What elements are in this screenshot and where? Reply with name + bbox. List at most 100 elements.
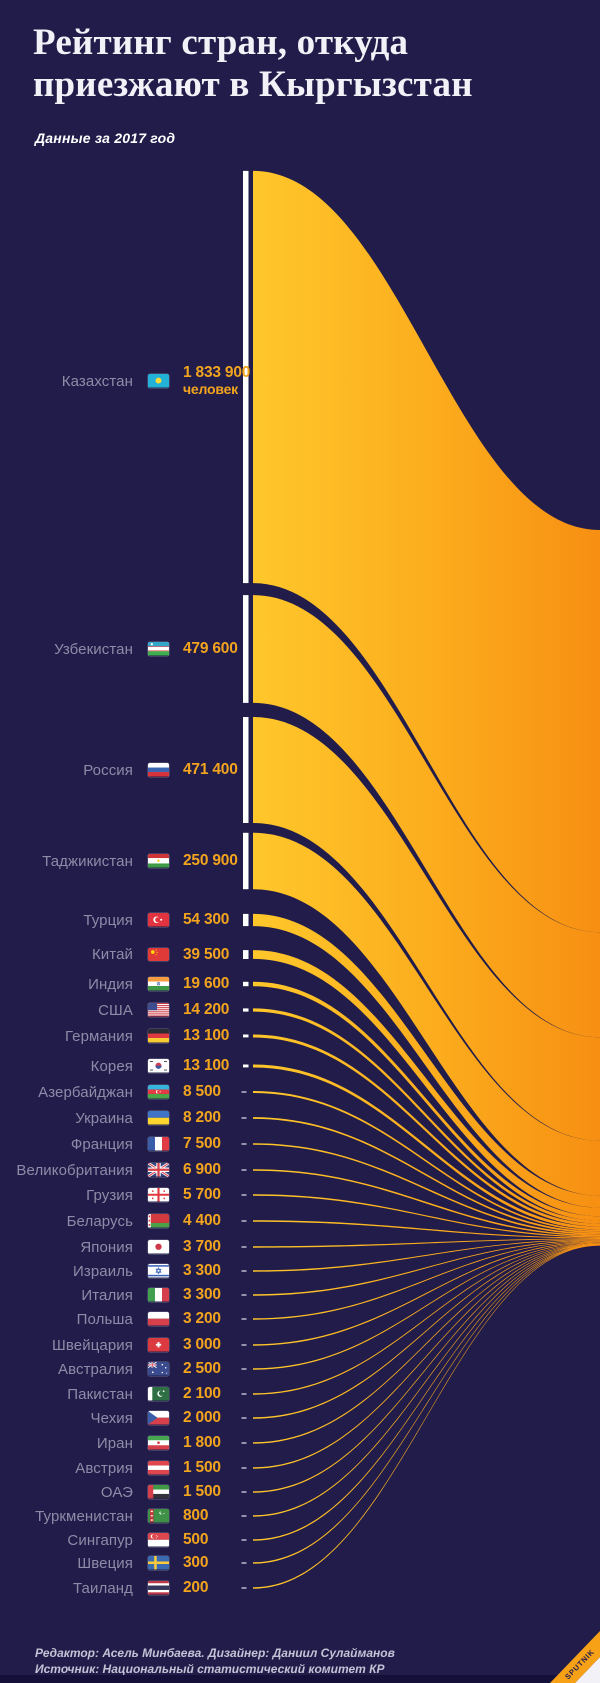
flag-se-icon xyxy=(148,1556,169,1570)
title-line-1: Рейтинг стран, откуда xyxy=(33,22,409,63)
country-row: Туркменистан 800 xyxy=(0,1505,208,1527)
bottom-bar xyxy=(0,1675,600,1683)
flow-band-au xyxy=(253,1242,600,1370)
flag-il-icon xyxy=(148,1264,169,1278)
country-row: Пакистан 2 100 xyxy=(0,1383,221,1405)
bar-dash-jp xyxy=(241,1246,247,1248)
country-row: Иран 1 800 xyxy=(0,1432,221,1454)
flag-kr-icon xyxy=(148,1059,169,1073)
footer-credits: Редактор: Асель Минбаева. Дизайнер: Дани… xyxy=(35,1646,395,1660)
unit-label: человек xyxy=(183,381,238,397)
country-label: Великобритания xyxy=(16,1161,133,1179)
country-label: Швеция xyxy=(77,1554,133,1572)
country-row: Италия 3 300 xyxy=(0,1284,221,1306)
flow-band-kr xyxy=(253,1064,600,1230)
flag-pk-icon xyxy=(148,1387,169,1401)
country-value: 39 500 xyxy=(183,945,230,963)
flow-band-ua xyxy=(253,1117,600,1234)
country-value: 1 500 xyxy=(183,1483,221,1500)
flow-band-ru xyxy=(253,717,600,1141)
flow-band-in xyxy=(253,981,600,1221)
bar-dash-it xyxy=(241,1294,247,1296)
country-row: Япония 3 700 xyxy=(0,1236,221,1258)
country-label: Швейцария xyxy=(52,1336,133,1354)
bar-dash-pk xyxy=(241,1393,247,1395)
country-row: Беларусь 4 400 xyxy=(0,1210,221,1232)
country-value: 19 600 xyxy=(183,975,230,992)
country-value: 1 833 900 человек xyxy=(183,364,251,398)
flag-ru-icon xyxy=(148,763,169,777)
country-value: 3 300 xyxy=(183,1262,221,1279)
flag-ua-icon xyxy=(148,1111,169,1125)
bar-dash-at xyxy=(241,1467,247,1469)
flag-in-icon xyxy=(148,977,169,991)
bar-dash-ge xyxy=(241,1194,247,1196)
bar-dash-th xyxy=(241,1587,247,1589)
country-row: Швеция 300 xyxy=(0,1552,208,1574)
flag-cn-icon xyxy=(148,947,169,962)
source-bar xyxy=(241,170,249,1589)
bar-dash-il xyxy=(241,1270,247,1272)
flow-band-de xyxy=(253,1034,600,1227)
bar-dash-by xyxy=(241,1220,247,1222)
sputnik-logo-ribbon xyxy=(550,1631,600,1683)
country-label: Россия xyxy=(83,761,133,779)
country-label: Италия xyxy=(81,1286,133,1304)
flow-band-pl xyxy=(253,1240,600,1320)
footer-source: Источник: Национальный статистический ко… xyxy=(35,1662,385,1676)
country-row: Германия 13 100 xyxy=(0,1025,229,1047)
country-row: Великобритания 6 900 xyxy=(0,1159,221,1181)
country-row: Таиланд 200 xyxy=(0,1577,209,1599)
bar-dash-az xyxy=(241,1091,247,1093)
flow-band-il xyxy=(253,1239,600,1272)
flag-tm-icon xyxy=(148,1509,169,1523)
flow-band-tm xyxy=(253,1244,600,1517)
flow-band-kz xyxy=(253,170,600,933)
country-value: 8 200 xyxy=(183,1109,221,1126)
bar-segment-tj xyxy=(243,832,249,890)
country-label: Иран xyxy=(96,1434,133,1452)
country-label: Китай xyxy=(91,946,133,963)
flow-band-tj xyxy=(253,832,600,1196)
country-value: 1 500 xyxy=(183,1459,221,1476)
bar-dash-pl xyxy=(241,1318,247,1320)
country-label: Казахстан xyxy=(61,372,133,390)
flow-band-us xyxy=(253,1008,600,1224)
flow-band-cn xyxy=(253,950,600,1217)
country-value: 2 100 xyxy=(183,1385,221,1402)
country-label: Австралия xyxy=(57,1360,133,1378)
flag-de-icon xyxy=(148,1029,169,1043)
flag-kz-icon xyxy=(148,374,169,388)
country-label: Таджикистан xyxy=(42,852,133,870)
country-row: Чехия 2 000 xyxy=(0,1407,221,1429)
country-label: Германия xyxy=(64,1027,133,1045)
bar-segment-de xyxy=(243,1034,249,1038)
flag-cz-icon xyxy=(148,1411,169,1425)
flag-gb-icon xyxy=(148,1163,169,1177)
country-value: 1 800 xyxy=(183,1434,221,1451)
country-value: 471 400 xyxy=(183,761,238,778)
country-label: США xyxy=(98,1001,133,1019)
country-row: ОАЭ 1 500 xyxy=(0,1481,221,1503)
country-row: Австралия 2 500 xyxy=(0,1358,221,1380)
flow-band-fr xyxy=(253,1143,600,1235)
flow-bands xyxy=(253,170,600,1589)
flag-tr-icon xyxy=(148,913,169,927)
flag-fr-icon xyxy=(148,1137,169,1151)
country-row: Казахстан 1 833 900 человек xyxy=(0,365,251,398)
flow-band-se xyxy=(253,1244,600,1564)
country-row: Таджикистан 250 900 xyxy=(0,850,238,872)
country-label: Польша xyxy=(76,1310,133,1328)
country-row: Сингапур 500 xyxy=(0,1529,208,1551)
country-value: 13 100 xyxy=(183,1057,230,1074)
country-value: 8 500 xyxy=(183,1083,221,1100)
country-label: Австрия xyxy=(75,1459,133,1477)
country-label: Грузия xyxy=(86,1186,133,1204)
flow-band-by xyxy=(253,1220,600,1239)
bar-dash-sg xyxy=(241,1539,247,1541)
bar-segment-ru xyxy=(243,717,249,823)
country-label: Чехия xyxy=(90,1409,133,1427)
country-value: 3 000 xyxy=(183,1336,221,1353)
bar-dash-ir xyxy=(241,1442,247,1444)
